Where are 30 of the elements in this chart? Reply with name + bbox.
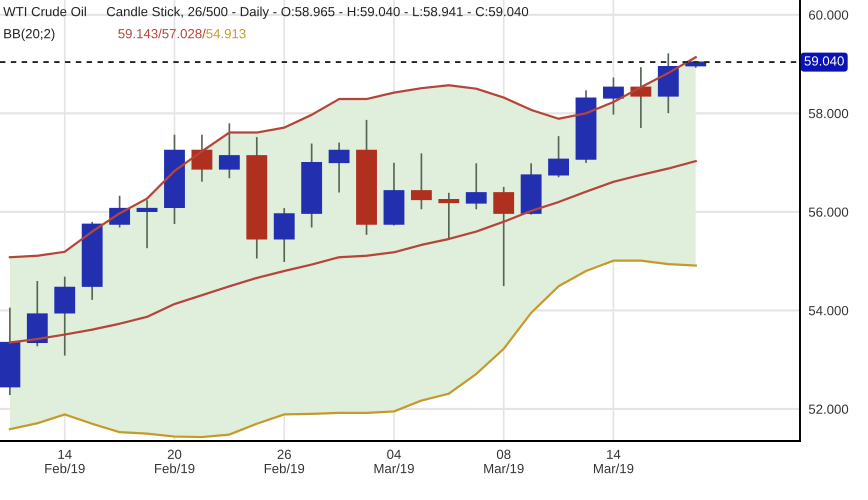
line-series — [8, 260, 697, 438]
candlestick — [603, 78, 624, 115]
candlestick — [410, 153, 432, 210]
annotation: 54.913 — [206, 29, 246, 38]
candlestick — [328, 142, 350, 193]
x-tick-label: 14 Feb/19 — [45, 450, 85, 474]
y-tick-label: 60.000 — [809, 10, 848, 20]
candlestick — [218, 123, 240, 178]
candlestick — [136, 200, 158, 248]
ref-line-label: 59.040 — [804, 56, 844, 66]
y-tick-label: 58.000 — [808, 108, 848, 118]
line-series — [8, 160, 697, 344]
candlestick — [438, 192, 460, 240]
chart-subtitle: Candle Stick, 26/500 - Daily - O:58.965 - H:59.040 - L:58.941 - C:59.040 — [106, 6, 528, 19]
candlestick — [466, 163, 487, 210]
annotation: 59.143/57.028/ — [118, 28, 206, 38]
y-tick-label: 54.000 — [808, 306, 848, 316]
chart-title: WTI Crude Oil — [3, 6, 86, 16]
y-tick-label: 56.000 — [808, 207, 848, 217]
x-tick-label: 20 Feb/19 — [155, 450, 194, 474]
candlestick — [191, 134, 212, 182]
line-series — [8, 56, 697, 258]
x-tick-label: 14 Mar/19 — [594, 450, 634, 474]
y-tick-label: 52.000 — [808, 404, 848, 414]
annotation: BB(20;2) — [4, 28, 54, 41]
x-tick-label: 08 Mar/19 — [484, 450, 524, 474]
x-tick-label: 26 Feb/19 — [264, 450, 304, 474]
x-tick-label: 04 Mar/19 — [374, 450, 414, 474]
candlestick — [493, 186, 514, 286]
candlestick — [548, 136, 570, 178]
